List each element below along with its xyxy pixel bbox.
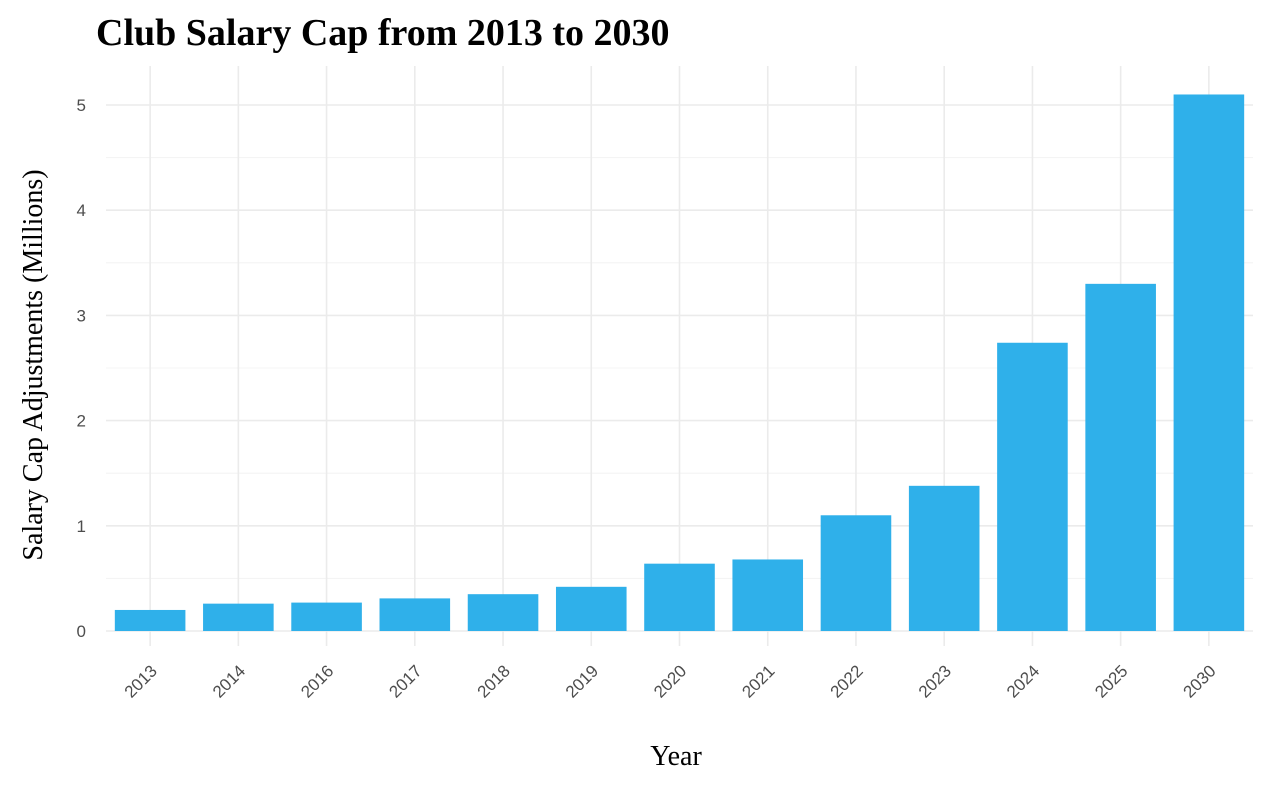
bar-2025 [1085,283,1156,631]
bar-2013 [114,609,186,631]
x-tick-label: 2018 [474,661,514,701]
bar-2020 [644,563,715,631]
y-tick-label: 5 [77,96,86,115]
x-tick-label: 2021 [738,661,778,701]
x-tick-label: 2022 [827,661,867,701]
y-axis-tick-labels: 0 1 2 3 4 5 [77,96,86,641]
bar-2016 [291,602,362,631]
x-tick-label: 2023 [915,661,955,701]
bar-2017 [379,598,451,631]
bar-2030 [1173,94,1245,632]
y-tick-label: 3 [77,306,86,325]
major-gridlines [106,66,1253,646]
bar-2019 [555,586,627,631]
x-tick-label: 2013 [121,661,161,701]
x-tick-label: 2020 [650,661,690,701]
x-tick-label: 2024 [1003,661,1043,701]
x-tick-label: 2019 [562,661,602,701]
x-tick-label: 2030 [1180,661,1220,701]
bar-2023 [908,485,980,631]
y-tick-label: 0 [77,622,86,641]
chart-title: Club Salary Cap from 2013 to 2030 [96,12,670,54]
y-axis-title: Salary Cap Adjustments (Millions) [18,169,49,560]
x-tick-label: 2014 [209,661,249,701]
bar-2022 [820,515,892,631]
bar-2014 [203,603,274,631]
bar-2018 [467,594,539,631]
bar-2021 [732,559,804,631]
bar-2024 [997,342,1068,631]
y-tick-label: 2 [77,412,86,431]
y-tick-label: 1 [77,517,86,536]
x-tick-label: 2025 [1091,661,1131,701]
x-axis-title: Year [650,741,702,772]
y-tick-label: 4 [77,201,86,220]
x-axis-tick-labels: 2013 2014 2016 2017 2018 2019 2020 2021 2022 2023… [121,661,1220,701]
x-tick-label: 2016 [297,661,337,701]
bars [114,94,1245,632]
x-tick-label: 2017 [385,661,425,701]
